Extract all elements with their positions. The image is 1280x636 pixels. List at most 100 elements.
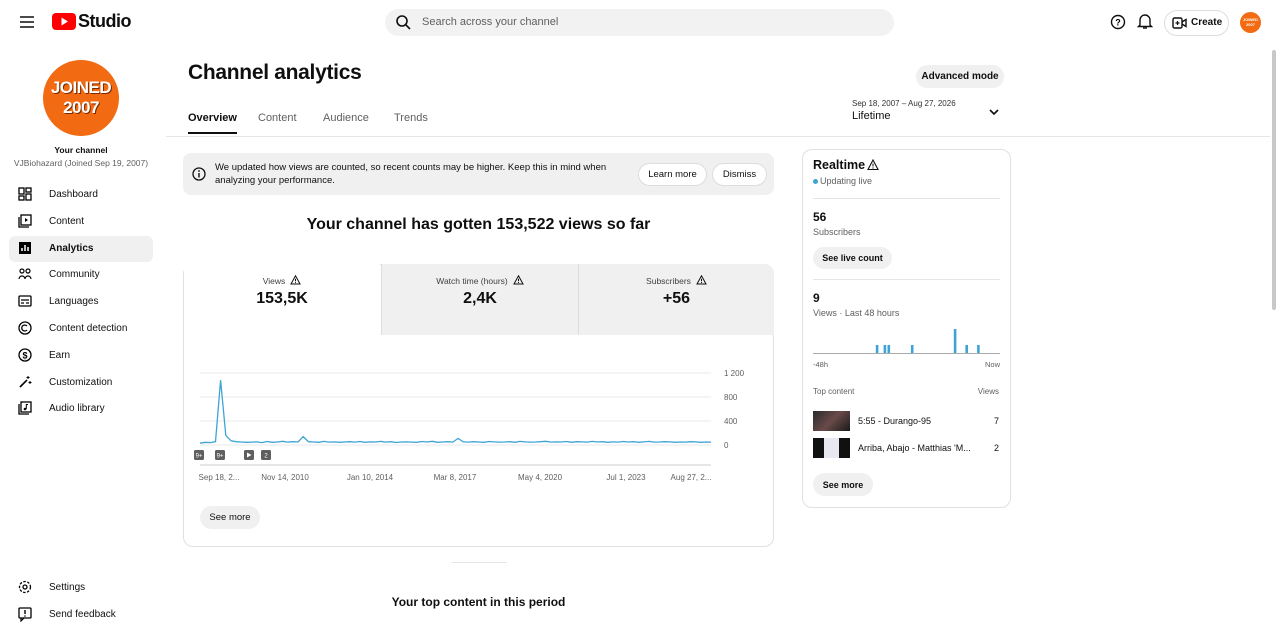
realtime-status: Updating live [820, 176, 873, 186]
metric-value: 153,5K [256, 290, 308, 307]
help-icon[interactable]: ? [1110, 14, 1126, 30]
thumbnail[interactable] [813, 411, 850, 431]
period-dropdown[interactable] [988, 108, 1000, 118]
nav-item[interactable]: Send feedback [9, 602, 153, 628]
nav-item[interactable]: Content [9, 209, 153, 235]
notice: We updated how views are counted, so rec… [183, 153, 774, 195]
search-icon [396, 15, 411, 30]
nav-item[interactable]: Languages [9, 289, 153, 315]
divider [813, 279, 1000, 280]
svg-text:?: ? [1115, 18, 1121, 28]
tab[interactable]: Audience [323, 112, 369, 124]
create-label: Create [1191, 17, 1223, 28]
divider [452, 562, 507, 563]
content-views: 7 [993, 416, 999, 426]
x-tick-label: -48h [813, 360, 828, 369]
x-tick-label: Nov 14, 2010 [261, 473, 309, 482]
marker-label: 9+ [217, 454, 224, 460]
metric-tab[interactable]: Subscribers +56 [578, 264, 774, 335]
warning-icon [696, 274, 707, 285]
nav-icon [18, 187, 32, 201]
nav-item[interactable]: Analytics [9, 235, 153, 262]
learn-more-button[interactable]: Learn more [638, 163, 707, 186]
marker [215, 450, 225, 460]
realtime-title: Realtime [813, 158, 866, 172]
tab[interactable]: Trends [394, 112, 428, 124]
page-title: Channel analytics [188, 61, 362, 84]
info-icon [192, 167, 206, 181]
warning-icon [867, 159, 879, 171]
nav-label: Content detection [49, 323, 128, 334]
content-title: Arriba, Abajo - Matthias 'M... [858, 443, 971, 453]
tabs-divider [166, 136, 1270, 137]
metric-label-text: Watch time (hours) [436, 276, 508, 286]
nav-item[interactable]: Settings [9, 575, 153, 601]
search-box[interactable]: Search across your channel [385, 9, 894, 36]
nav-label: Settings [49, 582, 86, 593]
bar [883, 345, 887, 353]
x-tick-label: Aug 27, 2... [671, 473, 712, 482]
avatar-text: JOINED [1243, 17, 1258, 22]
nav-label: Customization [49, 376, 113, 388]
metric-label: Watch time (hours) [382, 274, 578, 286]
nav-item[interactable]: Audio library [9, 396, 153, 422]
nav-item[interactable]: Community [9, 262, 153, 288]
metric-label-text: Views [262, 276, 286, 286]
x-tick-label: Mar 8, 2017 [434, 473, 477, 482]
top-content-label: Top content [813, 387, 855, 396]
nav-item[interactable]: Customization [9, 370, 153, 396]
logo-text[interactable]: Studio [78, 11, 132, 31]
nav-icon [18, 268, 32, 280]
nav-item[interactable]: $ Earn [9, 343, 153, 369]
subscriber-count: 56 [813, 210, 827, 224]
metric-tab[interactable]: Views 153,5K [184, 264, 380, 335]
live-dot [813, 179, 818, 184]
avatar-text: 2007 [63, 98, 99, 117]
logo-icon[interactable] [52, 13, 76, 30]
realtime-card [802, 149, 1011, 508]
menu-icon[interactable] [19, 15, 35, 29]
channel-name: VJBiohazard (Joined Sep 19, 2007) [13, 158, 149, 168]
play-icon [247, 452, 252, 458]
metric-label-text: Subscribers [646, 276, 691, 286]
realtime-chart: -48h Now [813, 329, 1000, 369]
x-tick-label: Jan 10, 2014 [347, 473, 394, 482]
channel-avatar[interactable]: JOINED 2007 [43, 60, 119, 136]
metric-value: 2,4K [463, 290, 497, 307]
bar [977, 345, 980, 353]
see-more-button[interactable]: See more [200, 506, 260, 529]
bar [875, 345, 879, 353]
x-tick-label: Now [985, 360, 1000, 369]
nav-icon [18, 214, 32, 228]
account-avatar[interactable]: JOINED 2007 [1240, 12, 1261, 33]
metric-label: Views [184, 274, 380, 286]
bar [965, 345, 968, 353]
metric-tab[interactable]: Watch time (hours) 2,4K [381, 264, 578, 335]
scrollbar[interactable] [1272, 50, 1276, 310]
notifications-icon[interactable] [1137, 13, 1153, 30]
nav-icon [19, 241, 31, 254]
views-line [199, 380, 712, 444]
dismiss-button[interactable]: Dismiss [712, 163, 767, 186]
advanced-mode-button[interactable]: Advanced mode [916, 65, 1004, 88]
thumbnail[interactable] [813, 438, 850, 458]
content-views: 2 [993, 443, 999, 453]
y-tick-label: 400 [724, 417, 738, 426]
create-icon [1172, 17, 1187, 29]
views-chart: 1 200 800 400 0 9+ 9+ 2 Sep 18, 2... Nov 14, 201… [194, 369, 745, 482]
y-tick-label: 800 [724, 393, 738, 402]
divider [813, 198, 1000, 199]
nav-item[interactable]: Content detection [9, 316, 153, 342]
nav-item[interactable]: Dashboard [9, 182, 153, 208]
warning-icon [512, 274, 524, 285]
bar [910, 345, 914, 353]
live-count-button[interactable]: See live count [813, 247, 892, 269]
tab[interactable]: Overview [188, 112, 237, 134]
tab[interactable]: Content [258, 112, 297, 124]
search-placeholder: Search across your channel [422, 16, 559, 28]
see-more-button[interactable]: See more [813, 473, 873, 496]
create-button[interactable]: Create [1164, 10, 1229, 36]
nav-label: Analytics [49, 242, 94, 254]
marker [194, 450, 204, 460]
